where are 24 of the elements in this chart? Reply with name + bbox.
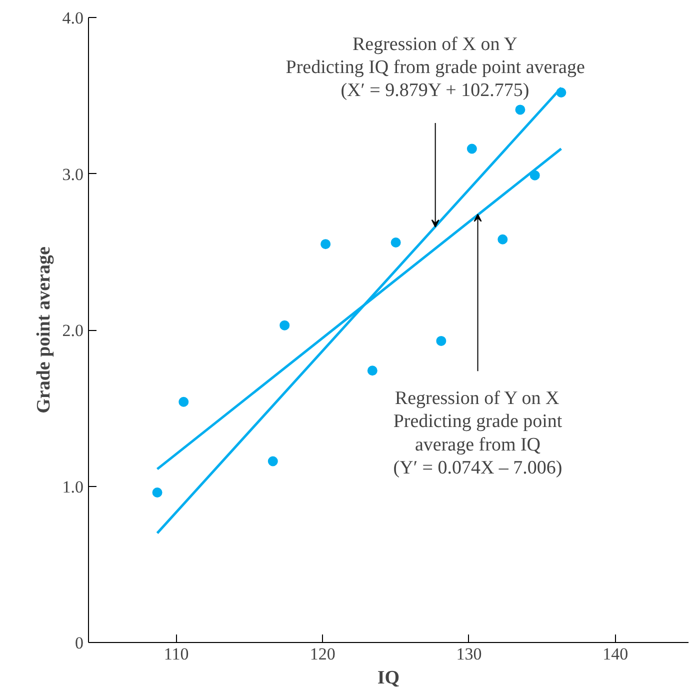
y-tick-label: 0	[75, 634, 84, 652]
y-tick-label: 4.0	[62, 8, 84, 28]
point	[152, 488, 162, 498]
x-tick-label: 120	[310, 644, 336, 664]
y-tick-label: 3.0	[62, 164, 84, 184]
annotation: Regression of Y on X Predicting grade point average from IQ (Y′ = 0.074X – 7.006)	[393, 388, 563, 478]
y-tick-label: 1.0	[62, 477, 84, 496]
annotation: Regression of X on Y Predicting IQ from grade point average (X′ = 9.879Y + 102.775)	[286, 34, 585, 102]
point	[367, 366, 378, 376]
point	[498, 234, 508, 244]
point	[390, 238, 401, 248]
x-tick-label: 140	[602, 644, 628, 664]
point	[515, 104, 526, 115]
x-tick-label: 130	[456, 644, 482, 664]
point	[466, 144, 477, 154]
point	[280, 320, 290, 330]
point	[178, 396, 189, 407]
y-tick-label: 2.0	[62, 321, 84, 340]
point	[436, 336, 446, 346]
x-tick-label: 110	[164, 644, 189, 664]
x-axis-title: IQ	[377, 668, 400, 688]
y-axis-title: Grade point average	[33, 246, 54, 414]
point	[320, 239, 331, 250]
point	[268, 456, 278, 466]
